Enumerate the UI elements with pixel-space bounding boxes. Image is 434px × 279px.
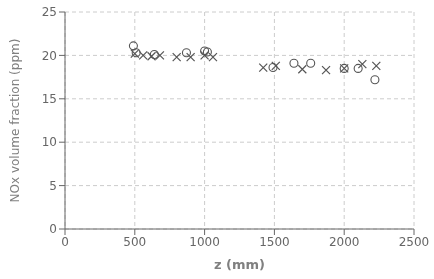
- svg-text:1000: 1000: [189, 235, 220, 249]
- svg-text:z (mm): z (mm): [214, 257, 265, 272]
- svg-text:0: 0: [49, 222, 57, 236]
- svg-text:10: 10: [42, 135, 57, 149]
- svg-text:20: 20: [42, 49, 57, 63]
- svg-text:NOx volume fraction (ppm): NOx volume fraction (ppm): [8, 39, 22, 203]
- svg-text:5: 5: [49, 179, 57, 193]
- svg-text:0: 0: [61, 235, 69, 249]
- svg-text:25: 25: [42, 5, 57, 19]
- svg-text:500: 500: [123, 235, 146, 249]
- svg-text:2000: 2000: [329, 235, 360, 249]
- svg-text:1500: 1500: [259, 235, 290, 249]
- svg-text:15: 15: [42, 92, 57, 106]
- svg-text:2500: 2500: [399, 235, 426, 249]
